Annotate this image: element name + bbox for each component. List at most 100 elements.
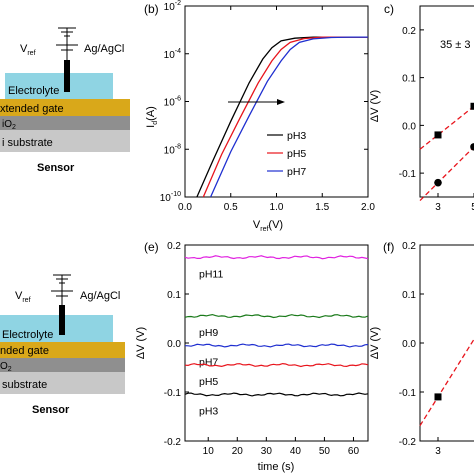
x-tick-label: 1.0 bbox=[270, 202, 284, 213]
x-tick-label: 10 bbox=[203, 446, 215, 457]
data-point-circle bbox=[434, 178, 442, 187]
y-tick-label: -0.1 bbox=[399, 169, 417, 180]
y-tick-label: 0.2 bbox=[402, 241, 416, 252]
trace-ph11 bbox=[184, 255, 369, 260]
y-tick-label: -0.1 bbox=[399, 388, 417, 399]
fit-line bbox=[419, 146, 474, 202]
gate-label: xtended gate bbox=[0, 103, 64, 115]
electrolyte-label: Electrolyte bbox=[8, 85, 59, 97]
y-tick-label: 10-4 bbox=[164, 48, 181, 61]
vref-label: Vref bbox=[20, 43, 36, 57]
x-tick-label: 3 bbox=[435, 202, 441, 213]
legend-label-ph5: pH5 bbox=[287, 148, 306, 160]
trace-label-ph5: pH5 bbox=[199, 376, 218, 388]
panel-c-annotation: 35 ± 3 bbox=[440, 39, 471, 51]
trace-label-ph3: pH3 bbox=[199, 405, 218, 417]
trace-label-ph11: pH11 bbox=[199, 268, 223, 280]
y-tick-label: -0.2 bbox=[164, 437, 182, 448]
fit-line bbox=[419, 338, 474, 427]
substrate-label: i substrate bbox=[2, 137, 53, 149]
panel-e-label: (e) bbox=[144, 240, 159, 254]
sensor-caption: Sensor bbox=[32, 404, 70, 416]
y-tick-label: 10-8 bbox=[164, 143, 181, 156]
panel-e-xlabel: time (s) bbox=[258, 461, 295, 473]
oxide-layer bbox=[0, 116, 130, 130]
fit-line bbox=[419, 105, 474, 150]
series-line-ph3 bbox=[196, 36, 368, 198]
y-tick-label: 0.1 bbox=[402, 74, 416, 85]
oxide-label: iO2 bbox=[2, 119, 16, 131]
y-tick-label: -0.2 bbox=[399, 437, 417, 448]
oxide-layer bbox=[0, 358, 125, 372]
panel-b-ylabel: Id(A) bbox=[145, 106, 159, 128]
substrate-label: substrate bbox=[2, 379, 47, 391]
y-tick-label: 10-6 bbox=[164, 96, 181, 109]
y-tick-label: 0.2 bbox=[167, 241, 181, 252]
data-point-square bbox=[434, 131, 442, 139]
x-tick-label: 30 bbox=[261, 446, 273, 457]
y-tick-label: 0.1 bbox=[167, 290, 181, 301]
x-tick-label: 20 bbox=[232, 446, 244, 457]
sensor-caption: Sensor bbox=[37, 162, 75, 174]
data-point-square bbox=[470, 102, 474, 110]
trace-ph9 bbox=[184, 313, 369, 319]
x-tick-label: 2.0 bbox=[361, 202, 375, 213]
substrate-layer bbox=[0, 372, 125, 394]
y-tick-label: 10-2 bbox=[164, 0, 181, 13]
extended-gate-layer bbox=[0, 342, 125, 358]
series-line-ph5 bbox=[202, 36, 368, 198]
panel-f-sensitivity: (f) -0.2 -0.1 0.0 0.1 0.2 3 ΔV (V) bbox=[369, 240, 474, 457]
reference-electrode bbox=[64, 60, 70, 92]
panel-b-series bbox=[196, 36, 368, 198]
panel-b-ticks: 0.0 0.5 1.0 1.5 2.0 10-10 10-8 10-6 10-4 10-2 bbox=[160, 0, 376, 213]
data-point-circle bbox=[470, 143, 474, 151]
gate-label: nded gate bbox=[0, 345, 49, 357]
x-tick-label: 0.5 bbox=[224, 202, 238, 213]
reference-electrode bbox=[59, 305, 65, 335]
x-tick-label: 3 bbox=[435, 446, 441, 457]
substrate-layer bbox=[0, 130, 130, 152]
electrolyte-layer bbox=[5, 73, 113, 99]
panel-c-frame bbox=[419, 5, 474, 198]
panel-c-label: c) bbox=[384, 2, 394, 16]
panel-b-xlabel: Vref(V) bbox=[253, 219, 283, 233]
shift-arrowhead bbox=[277, 99, 285, 105]
trace-ph7 bbox=[184, 343, 369, 348]
y-tick-label: 0.0 bbox=[402, 121, 416, 132]
panel-e-ylabel: ΔV (V) bbox=[135, 327, 147, 359]
panel-e-ticks: 10 20 30 40 50 60 -0.2 -0.1 0.0 0.1 0.2 bbox=[164, 241, 360, 457]
panel-f-marks bbox=[419, 338, 474, 427]
legend-label-ph3: pH3 bbox=[287, 130, 306, 142]
x-tick-label: 40 bbox=[290, 446, 302, 457]
panel-c-ticks: -0.1 0.0 0.1 0.2 3 5 bbox=[399, 26, 474, 213]
panel-e-stability: (e) 10 20 30 40 50 60-0.2-0.10.00.10.2 pH11pH… bbox=[135, 240, 369, 473]
trace-label-ph9: pH9 bbox=[199, 327, 218, 339]
panel-f-label: (f) bbox=[383, 240, 394, 254]
x-tick-label: 5 bbox=[471, 202, 474, 213]
extended-gate-layer bbox=[0, 99, 130, 116]
vref-label: Vref bbox=[15, 290, 31, 304]
x-tick-label: 50 bbox=[319, 446, 331, 457]
legend-label-ph7: pH7 bbox=[287, 166, 306, 178]
oxide-label: O2 bbox=[0, 361, 12, 373]
y-tick-label: 0.2 bbox=[402, 26, 416, 37]
panel-c-sensitivity: c) 35 ± 3 -0.1 0.0 0.1 0.2 3 5 ΔV (V) bbox=[369, 2, 474, 213]
panel-b-transfer-curves: (b) 0.0 0.5 1.0 1.5 2.0 10-10 10-8 10-6 10-4 10-2… bbox=[144, 0, 375, 233]
series-line-ph7 bbox=[210, 36, 368, 198]
x-tick-label: 60 bbox=[348, 446, 360, 457]
panel-b-legend: pH3 pH5 pH7 bbox=[267, 130, 306, 178]
electrolyte-layer bbox=[0, 315, 113, 342]
panel-e-series: pH11 pH9 pH7 pH5 pH3 bbox=[184, 255, 369, 417]
x-tick-label: 1.5 bbox=[315, 202, 329, 213]
electrode-label: Ag/AgCl bbox=[80, 290, 120, 302]
sensor-schematic-top: Vref Ag/AgCl Electrolyte xtended gate iO… bbox=[0, 27, 130, 174]
electrode-label: Ag/AgCl bbox=[84, 43, 124, 55]
data-point-square bbox=[434, 393, 442, 401]
y-tick-label: -0.1 bbox=[164, 388, 182, 399]
panel-f-ylabel: ΔV (V) bbox=[369, 327, 381, 359]
x-tick-label: 0.0 bbox=[178, 202, 192, 213]
y-tick-label: 0.0 bbox=[402, 339, 416, 350]
trace-ph3 bbox=[184, 392, 369, 397]
y-tick-label: 10-10 bbox=[160, 191, 181, 204]
